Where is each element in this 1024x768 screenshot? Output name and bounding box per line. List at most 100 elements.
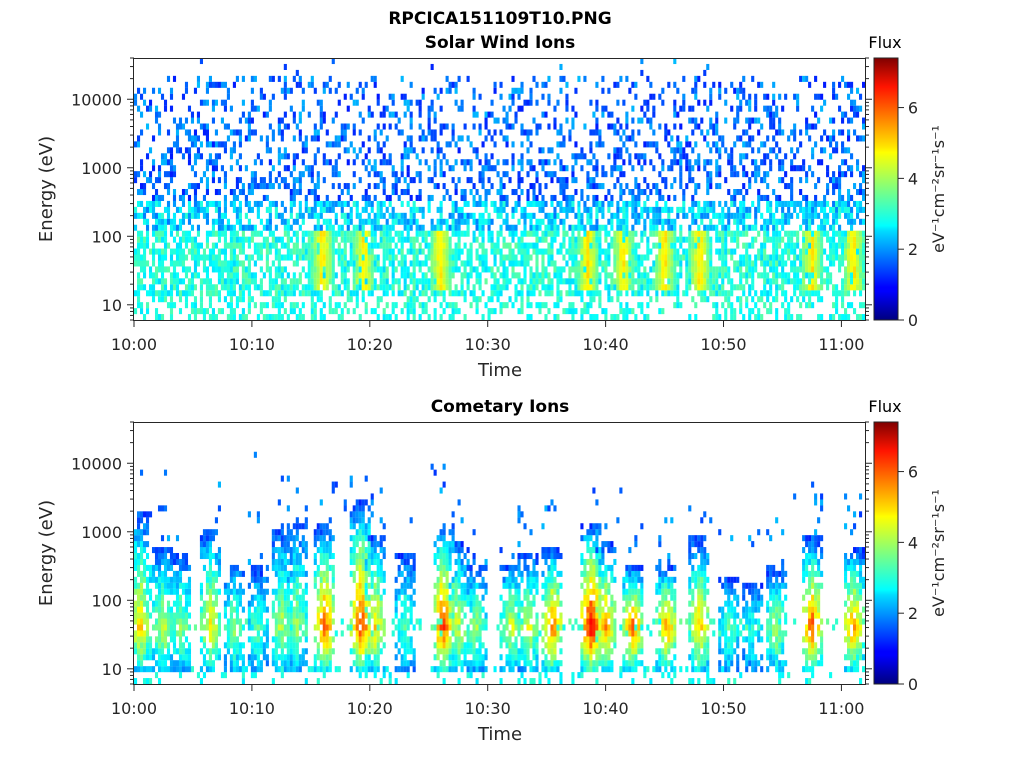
spectrogram-cell (742, 87, 746, 94)
spectrogram-cell (433, 260, 437, 267)
spectrogram-cell (454, 230, 458, 237)
spectrogram-cell (613, 242, 617, 249)
spectrogram-cell (619, 75, 623, 82)
spectrogram-cell (796, 296, 800, 303)
spectrogram-cell (286, 218, 290, 225)
spectrogram-cell (433, 135, 437, 142)
spectrogram-cell (553, 224, 557, 231)
spectrogram-cell (580, 242, 584, 249)
spectrogram-cell (775, 111, 779, 118)
spectrogram-cell (790, 177, 794, 184)
spectrogram-cell (310, 308, 314, 315)
spectrogram-cell (679, 302, 683, 309)
spectrogram-cell (832, 87, 836, 94)
spectrogram-cell (574, 272, 578, 279)
spectrogram-cell (691, 260, 695, 267)
spectrogram-cell (289, 87, 293, 94)
spectrogram-cell (838, 165, 842, 172)
spectrogram-cell (547, 224, 551, 231)
spectrogram-cell (775, 153, 779, 160)
spectrogram-cell (169, 105, 174, 112)
spectrogram-cell (622, 260, 626, 267)
spectrogram-cell (574, 254, 578, 261)
spectrogram-cell (775, 278, 779, 285)
spectrogram-cell (454, 218, 458, 225)
spectrogram-cell (379, 206, 383, 213)
spectrogram-cell (853, 290, 857, 297)
spectrogram-cell (574, 141, 578, 148)
spectrogram-cell (529, 272, 533, 279)
spectrogram-cell (154, 212, 159, 219)
spectrogram-cell (697, 284, 701, 291)
spectrogram-cell (166, 171, 171, 178)
spectrogram-cell (793, 135, 797, 142)
spectrogram-cell (529, 183, 533, 190)
spectrogram-cell (499, 93, 503, 100)
spectrogram-cell (808, 212, 812, 219)
spectrogram-cell (427, 278, 431, 285)
spectrogram-cell (841, 75, 845, 82)
spectrogram-cell (742, 242, 746, 249)
spectrogram-cell (412, 314, 416, 321)
spectrogram-cell (337, 81, 341, 88)
spectrogram-cell (277, 290, 281, 297)
spectrogram-cell (358, 248, 362, 255)
spectrogram-cell (646, 236, 650, 243)
spectrogram-cell (352, 308, 356, 315)
spectrogram-cell (400, 153, 404, 160)
spectrogram-cell (595, 123, 599, 130)
spectrogram-cell (838, 254, 842, 261)
spectrogram-cell (379, 147, 383, 154)
spectrogram-cell (481, 236, 485, 243)
spectrogram-cell (134, 535, 138, 542)
spectrogram-cell (190, 302, 195, 309)
spectrogram-cell (709, 171, 713, 178)
spectrogram-cell (535, 129, 539, 136)
spectrogram-cell (343, 123, 347, 130)
spectrogram-cell (463, 218, 467, 225)
spectrogram-cell (157, 278, 162, 285)
spectrogram-cell (457, 135, 461, 142)
spectrogram-cell (367, 260, 371, 267)
spectrogram-cell (850, 302, 854, 309)
spectrogram-cell (226, 278, 230, 285)
spectrogram-cell (847, 260, 851, 267)
spectrogram-cell (352, 123, 356, 130)
spectrogram-cell (730, 171, 734, 178)
spectrogram-cell (352, 278, 356, 285)
spectrogram-cell (244, 284, 248, 291)
spectrogram-cell (856, 189, 860, 196)
spectrogram-cell (589, 218, 593, 225)
spectrogram-cell (802, 206, 806, 213)
spectrogram-cell (139, 612, 144, 619)
spectrogram-cell (370, 111, 374, 118)
spectrogram-cell (718, 236, 722, 243)
spectrogram-cell (538, 123, 542, 130)
spectrogram-cell (676, 248, 680, 255)
spectrogram-cell (661, 87, 665, 94)
spectrogram-cell (619, 194, 623, 201)
spectrogram-cell (736, 212, 740, 219)
spectrogram-cell (337, 248, 341, 255)
spectrogram-cell (706, 278, 710, 285)
spectrogram-cell (544, 302, 548, 309)
spectrogram-cell (137, 189, 141, 196)
spectrogram-cell (637, 189, 641, 196)
spectrogram-cell (808, 165, 812, 172)
spectrogram-cell (775, 260, 779, 267)
spectrogram-cell (328, 266, 332, 273)
spectrogram-cell (193, 248, 198, 255)
spectrogram-cell (760, 242, 764, 249)
spectrogram-cell (223, 242, 227, 249)
spectrogram-cell (628, 266, 632, 273)
spectrogram-cell (196, 248, 201, 255)
spectrogram-cell (265, 236, 269, 243)
spectrogram-cell (676, 290, 680, 297)
spectrogram-cell (628, 236, 632, 243)
spectrogram-cell (307, 171, 311, 178)
spectrogram-cell (805, 171, 809, 178)
spectrogram-cell (499, 254, 503, 261)
spectrogram-cell (727, 272, 731, 279)
spectrogram-cell (151, 624, 156, 631)
spectrogram-cell (646, 75, 650, 82)
